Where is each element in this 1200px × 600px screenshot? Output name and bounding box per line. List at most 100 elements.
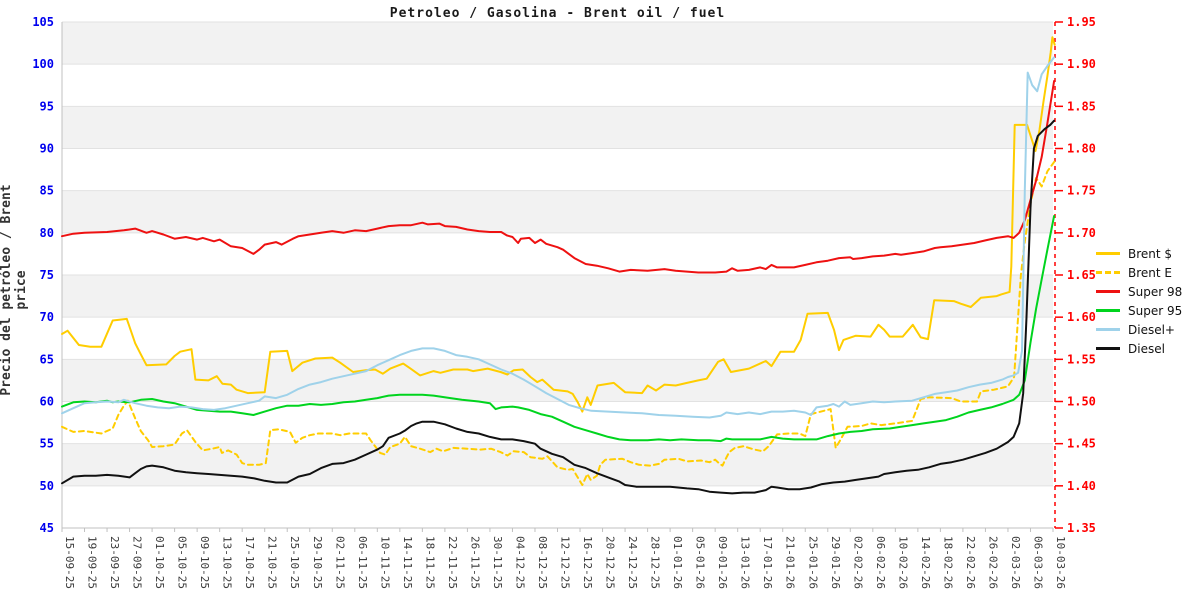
x-axis-tick-label: 15-09-25 [63,536,76,589]
x-axis-tick-label: 25-10-25 [288,536,301,589]
x-axis-tick-label: 05-10-25 [176,536,189,589]
y-axis-title-left: Precio del petróleo / Brent price [0,184,29,396]
y-axis-tick-label-left: 100 [32,57,54,71]
legend-label: Brent $ [1128,246,1173,261]
x-axis-tick-label: 02-02-26 [851,536,864,589]
legend-item-brent-usd: Brent $ [1096,244,1182,263]
x-axis-tick-label: 09-01-26 [716,536,729,589]
x-axis-tick-label: 26-11-25 [468,536,481,589]
y-axis-tick-label-right: 1.75 [1067,184,1096,198]
chart-title: Petroleo / Gasolina - Brent oil / fuel [389,6,726,21]
background-band [62,359,1053,402]
legend-label: Super 95 [1128,303,1183,318]
legend-swatch-brent-eur [1096,271,1120,274]
x-axis-tick-label: 14-11-25 [401,536,414,589]
legend-item-brent-eur: Brent E [1096,263,1182,282]
x-axis-tick-label: 18-11-25 [423,536,436,589]
y-axis-tick-label-right: 1.65 [1067,268,1096,282]
x-axis-tick-label: 19-09-25 [86,536,99,589]
x-axis-tick-label: 14-02-26 [919,536,932,589]
y-axis-tick-label-left: 75 [40,268,54,282]
y-axis-tick-label-right: 1.50 [1067,395,1096,409]
y-axis-tick-label-right: 1.85 [1067,99,1096,113]
y-axis-tick-label-left: 105 [32,15,54,29]
legend-swatch-brent-usd [1096,252,1120,255]
x-axis-tick-label: 13-01-26 [739,536,752,589]
background-band [62,275,1053,318]
y-axis-tick-label-right: 1.70 [1067,226,1096,240]
x-axis-tick-label: 21-10-25 [266,536,279,589]
x-axis-tick-label: 04-12-25 [513,536,526,589]
x-axis-tick-label: 28-12-25 [649,536,662,589]
legend-swatch-super-98 [1096,290,1120,293]
x-axis-tick-label: 22-02-26 [964,536,977,589]
x-axis-tick-label: 13-10-25 [221,536,234,589]
x-axis-tick-label: 08-12-25 [536,536,549,589]
y-axis-tick-label-left: 50 [40,479,54,493]
x-axis-tick-label: 10-03-26 [1054,536,1067,589]
y-axis-tick-label-right: 1.95 [1067,15,1096,29]
x-axis-tick-label: 25-01-26 [806,536,819,589]
legend-label: Diesel [1128,341,1165,356]
series-line-super-98 [61,80,1056,274]
legend-item-diesel-plus: Diesel+ [1096,320,1182,339]
x-axis-tick-label: 06-03-26 [1031,536,1044,589]
x-axis-tick-label: 17-10-25 [243,536,256,589]
legend-item-super-95: Super 95 [1096,301,1182,320]
x-axis-tick-label: 30-11-25 [491,536,504,589]
y-axis-tick-label-right: 1.35 [1067,521,1096,535]
legend-swatch-super-95 [1096,309,1120,312]
x-axis-tick-label: 16-12-25 [581,536,594,589]
series-line-brent-usd [61,36,1056,413]
y-axis-tick-label-right: 1.45 [1067,437,1096,451]
x-axis-tick-label: 27-09-25 [131,536,144,589]
y-axis-tick-label-left: 70 [40,310,54,324]
y-axis-tick-label-left: 65 [40,352,54,366]
y-axis-tick-label-right: 1.55 [1067,352,1096,366]
y-axis-tick-label-left: 90 [40,142,54,156]
x-axis-tick-label: 22-11-25 [446,536,459,589]
y-axis-tick-label-left: 55 [40,437,54,451]
y-axis-tick-label-left: 85 [40,184,54,198]
background-band [62,190,1053,233]
legend-label: Diesel+ [1128,322,1175,337]
x-axis-tick-label: 21-01-26 [784,536,797,589]
x-axis-tick-label: 10-02-26 [896,536,909,589]
y-axis-tick-label-left: 80 [40,226,54,240]
y-axis-tick-label-right: 1.90 [1067,57,1096,71]
y-axis-tick-label-right: 1.60 [1067,310,1096,324]
x-axis-tick-label: 12-12-25 [559,536,572,589]
x-axis-tick-label: 10-11-25 [378,536,391,589]
legend: Brent $ Brent E Super 98 Super 95 Diesel+ Die… [1096,244,1182,358]
x-axis-tick-label: 20-12-25 [604,536,617,589]
x-axis-tick-label: 02-03-26 [1009,536,1022,589]
x-axis-tick-label: 17-01-26 [761,536,774,589]
x-axis-tick-label: 01-10-25 [153,536,166,589]
x-axis-tick-label: 29-10-25 [311,536,324,589]
y-axis-tick-label-left: 60 [40,395,54,409]
x-axis-tick-label: 06-11-25 [356,536,369,589]
x-axis-tick-label: 18-02-26 [941,536,954,589]
x-axis-tick-label: 06-02-26 [874,536,887,589]
x-axis-tick-label: 23-09-25 [108,536,121,589]
background-band [62,22,1053,65]
legend-swatch-diesel [1096,347,1120,350]
background-band [62,443,1053,486]
background-band [62,106,1053,149]
legend-item-diesel: Diesel [1096,339,1182,358]
y-axis-tick-label-right: 1.80 [1067,142,1096,156]
x-axis-tick-label: 26-02-26 [986,536,999,589]
y-axis-tick-label-left: 95 [40,99,54,113]
legend-item-super-98: Super 98 [1096,282,1182,301]
x-axis-tick-label: 09-10-25 [198,536,211,589]
series-line-diesel [61,119,1056,495]
x-axis-tick-label: 24-12-25 [626,536,639,589]
legend-label: Super 98 [1128,284,1183,299]
legend-swatch-diesel-plus [1096,328,1120,331]
x-axis-tick-label: 29-01-26 [829,536,842,589]
series-line-brent-eur [61,160,1056,486]
y-axis-tick-label-right: 1.40 [1067,479,1096,493]
series-line-diesel-plus [61,56,1056,419]
